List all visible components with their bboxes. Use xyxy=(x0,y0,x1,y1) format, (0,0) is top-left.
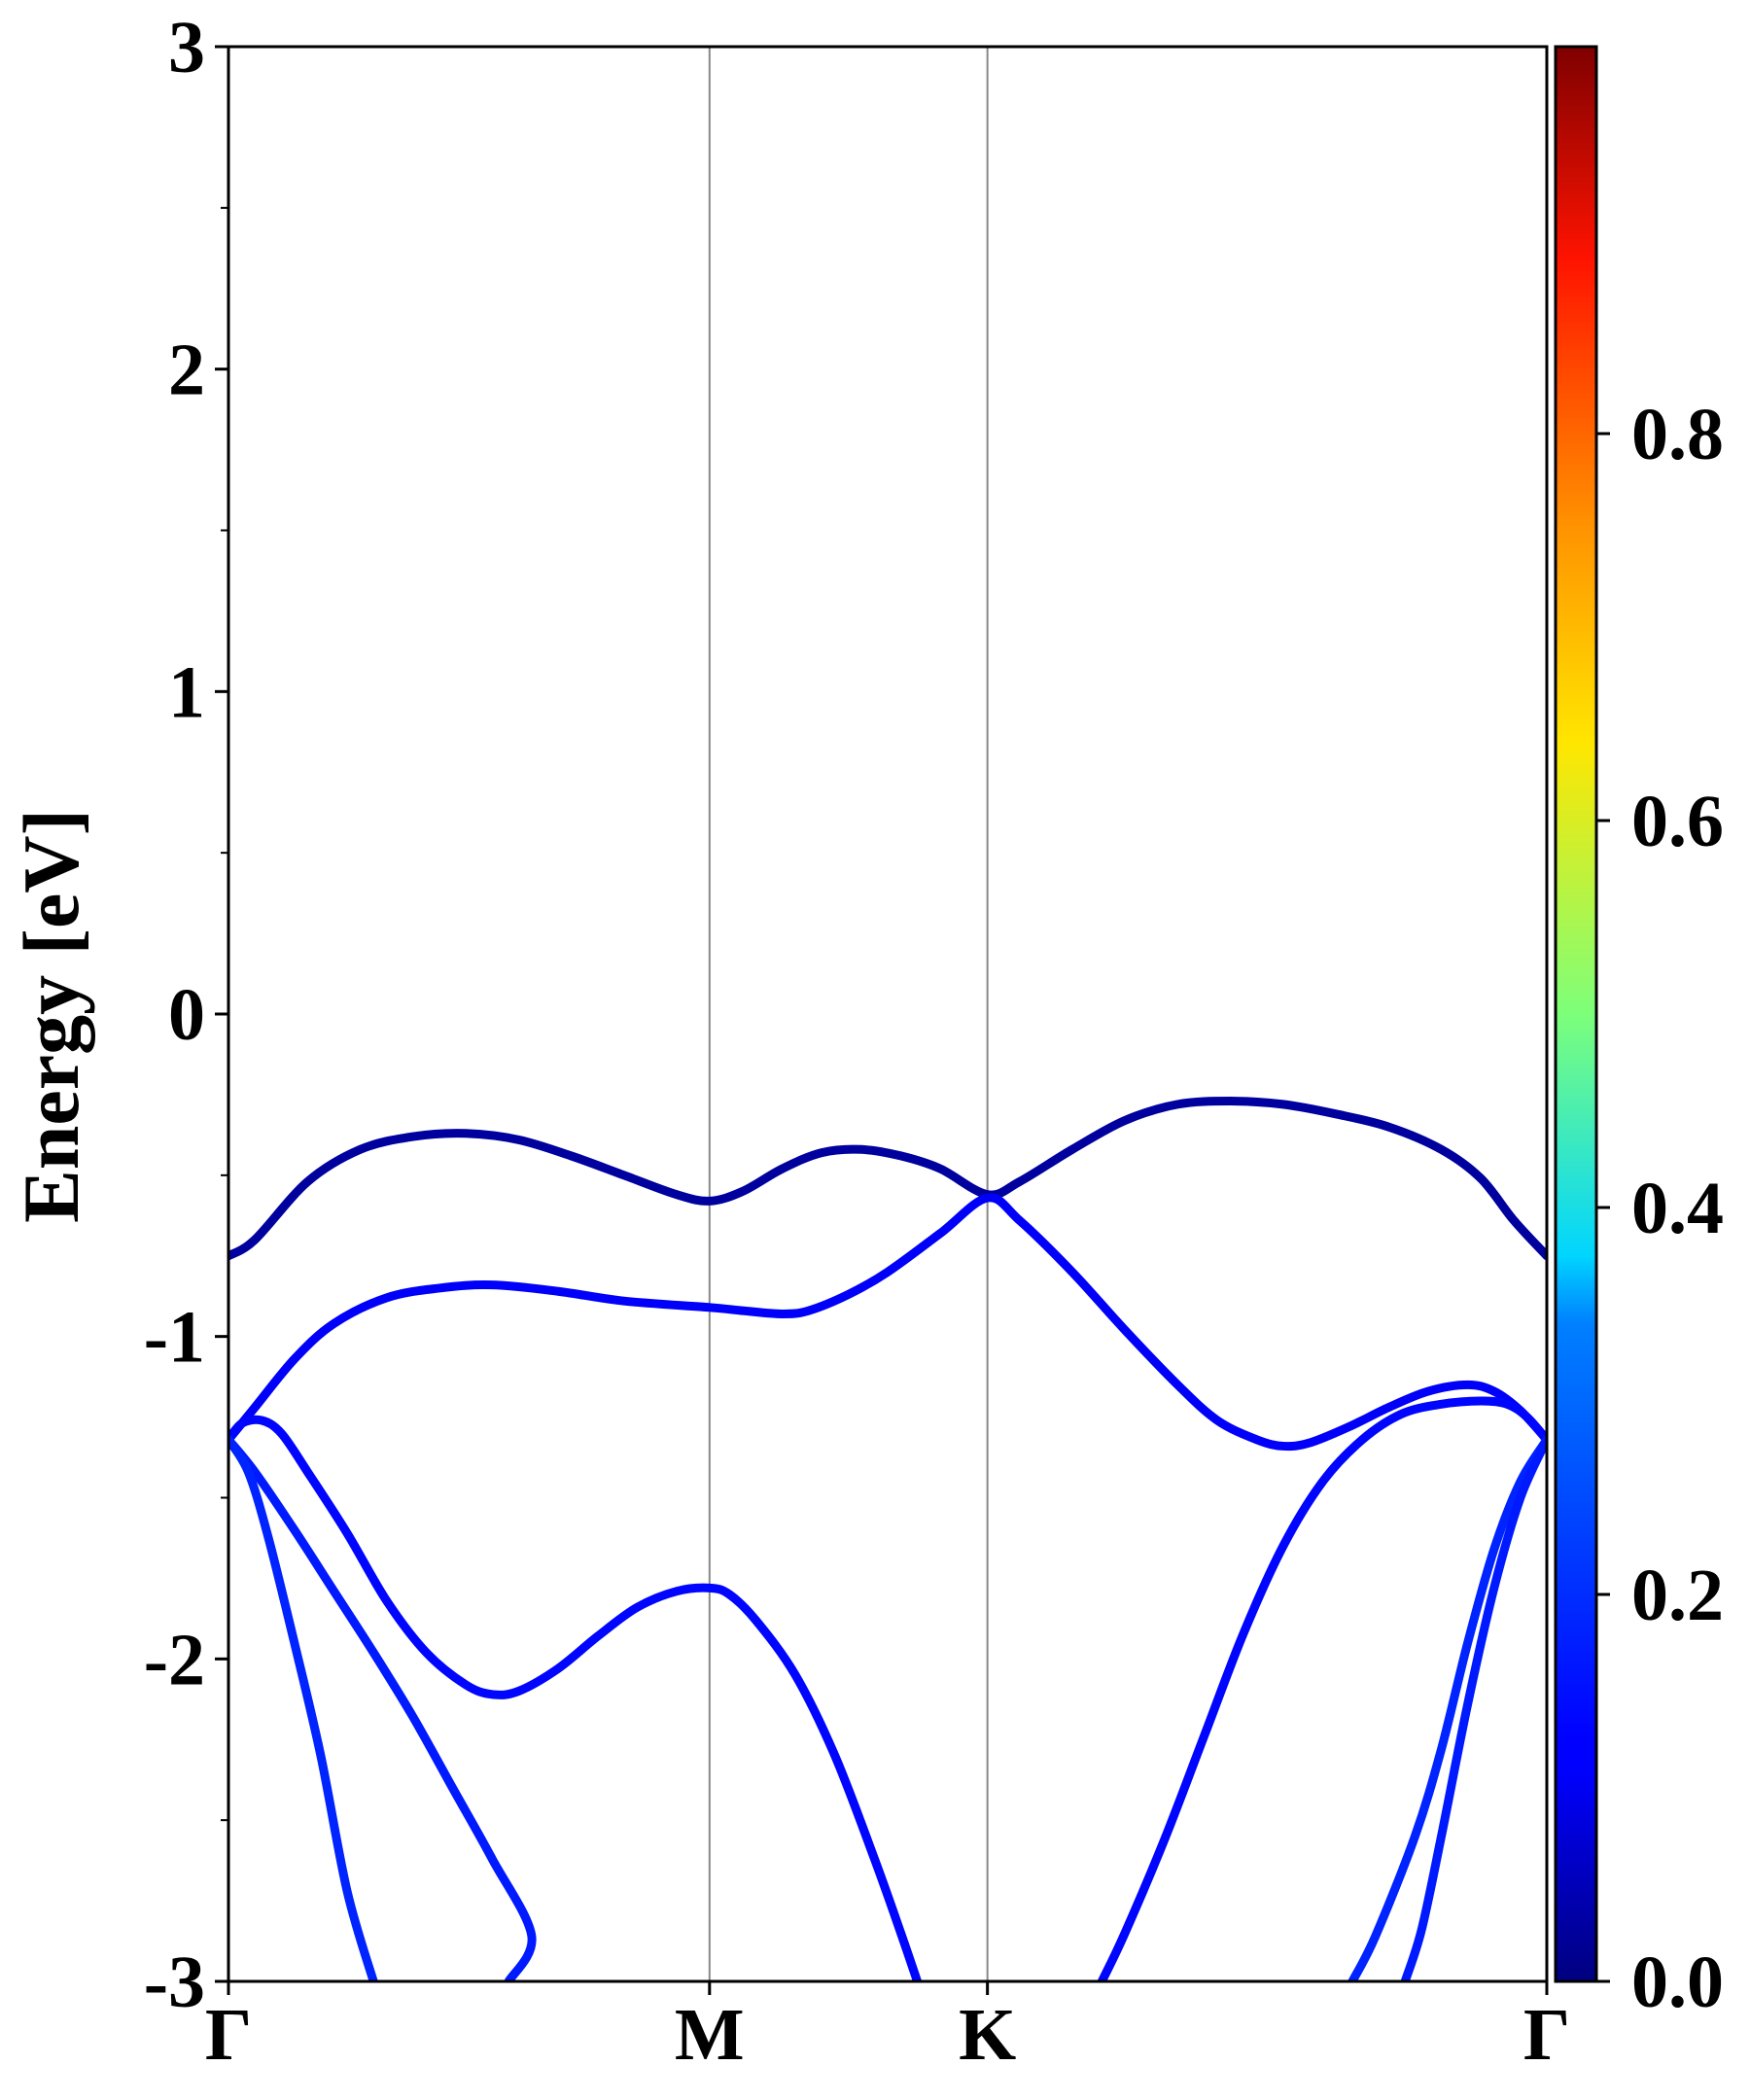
band-line-2 xyxy=(228,1193,1547,1452)
high-symmetry-lines xyxy=(708,47,989,1981)
y-tick-label: -1 xyxy=(144,1297,205,1379)
colorbar-tick-label: 0.2 xyxy=(1631,1555,1724,1636)
plot-frame xyxy=(227,45,1549,1983)
bands xyxy=(228,1097,1547,1981)
band-line-6 xyxy=(1097,1396,1547,1981)
x-tick-label: M xyxy=(675,1994,745,2076)
x-tick-label: K xyxy=(959,1994,1016,2076)
band-line-4 xyxy=(228,1435,537,1981)
y-tick-label: 0 xyxy=(168,974,205,1056)
y-tick-label: 1 xyxy=(168,651,205,733)
band-line-3 xyxy=(228,1415,923,1981)
y-tick-label: 3 xyxy=(168,7,205,88)
x-tick-label: Γ xyxy=(1523,1994,1570,2076)
band-line-7 xyxy=(1348,1435,1547,1981)
y-tick-label: -2 xyxy=(144,1619,205,1700)
band-line-1 xyxy=(228,1097,1547,1261)
x-tick-label: Γ xyxy=(205,1994,252,2076)
colorbar-ticks: 0.0 0.2 0.4 0.6 0.8 xyxy=(1596,394,1724,2023)
colorbar xyxy=(1554,45,1598,1983)
y-tick-label: -3 xyxy=(144,1942,205,2023)
y-tick-label: 2 xyxy=(168,330,205,411)
band-line-8 xyxy=(1400,1435,1547,1981)
y-axis: -3 -2 -1 0 1 2 3 xyxy=(144,7,228,2023)
colorbar-tick-label: 0.8 xyxy=(1631,394,1724,475)
colorbar-tick-label: 0.0 xyxy=(1631,1942,1724,2023)
colorbar-tick-label: 0.6 xyxy=(1631,781,1724,862)
y-axis-label: Energy [eV] xyxy=(7,809,95,1223)
band-line-5 xyxy=(228,1435,378,1981)
colorbar-tick-label: 0.4 xyxy=(1631,1168,1724,1249)
